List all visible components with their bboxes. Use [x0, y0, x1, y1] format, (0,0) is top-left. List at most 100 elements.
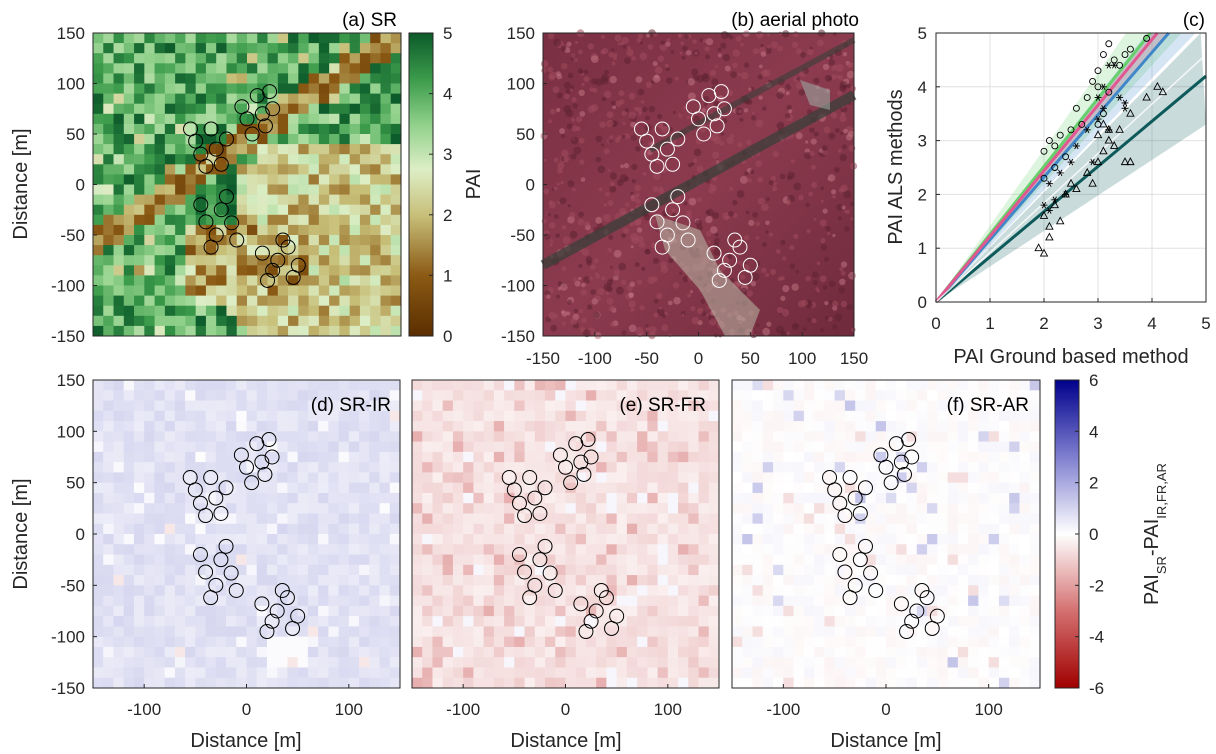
heatmap-cell — [307, 657, 319, 668]
heatmap-cell — [205, 285, 217, 296]
tree-crown — [561, 149, 569, 157]
tree-crown — [660, 40, 665, 45]
plot-circle — [893, 596, 909, 612]
heatmap-cell — [657, 441, 669, 453]
heatmap-cell — [339, 123, 351, 135]
tree-crown — [707, 240, 711, 244]
heatmap-cell — [287, 544, 299, 555]
heatmap-cell — [298, 194, 309, 206]
heatmap-cell — [195, 73, 207, 84]
heatmap-cell — [463, 400, 474, 412]
tree-crown — [712, 211, 720, 219]
heatmap-cell — [123, 472, 135, 484]
heatmap-cell — [164, 677, 176, 689]
tree-crown — [581, 317, 587, 324]
tree-crown — [615, 100, 622, 107]
heatmap-cell — [103, 410, 114, 422]
heatmap-cell — [783, 503, 794, 514]
tree-crown — [695, 137, 703, 145]
heatmap-cell — [93, 523, 104, 535]
heatmap-cell — [906, 482, 918, 494]
heatmap-cell — [793, 492, 805, 504]
heatmap-cell — [297, 503, 309, 514]
heatmap-cell — [195, 305, 207, 317]
heatmap-cell — [824, 441, 836, 453]
heatmap-cell — [688, 410, 699, 422]
heatmap-cell — [216, 295, 227, 307]
heatmap-cell — [555, 380, 566, 391]
heatmap-cell — [596, 616, 607, 627]
heatmap-cell — [328, 564, 339, 576]
heatmap-cell — [339, 194, 351, 206]
heatmap-cell — [256, 492, 268, 504]
heatmap-cell — [575, 421, 587, 432]
heatmap-cell — [732, 626, 743, 638]
heatmap-cell — [534, 534, 546, 545]
heatmap-cell — [328, 667, 339, 679]
plot-circle — [244, 475, 260, 491]
panel-d-title: (d) SR-IR — [311, 395, 391, 416]
heatmap-cell — [968, 646, 979, 658]
heatmap-cell — [545, 595, 556, 607]
heatmap-cell — [875, 626, 887, 638]
heatmap-cell — [318, 224, 330, 236]
heatmap-cell — [205, 154, 217, 165]
tree-crown — [687, 293, 692, 298]
heatmap-cell — [493, 380, 505, 391]
heatmap-cell — [988, 657, 1000, 668]
heatmap-cell — [957, 636, 969, 648]
tree-crown — [701, 107, 707, 113]
heatmap-cell — [390, 214, 402, 226]
heatmap-cell — [93, 134, 104, 145]
heatmap-cell — [998, 472, 1010, 484]
heatmap-cell — [175, 134, 186, 145]
heatmap-cell — [514, 626, 525, 638]
heatmap-cell — [534, 554, 546, 566]
heatmap-cell — [246, 657, 258, 668]
heatmap-cell — [855, 646, 866, 658]
tree-crown — [751, 272, 760, 281]
heatmap-cell — [1019, 564, 1031, 576]
heatmap-cell — [297, 472, 309, 484]
heatmap-cell — [896, 616, 907, 627]
heatmap-cell — [144, 554, 155, 566]
heatmap-cell — [266, 492, 278, 504]
heatmap-cell — [93, 204, 104, 216]
tree-crown — [698, 124, 707, 133]
heatmap-cell — [308, 134, 320, 145]
heatmap-cell — [123, 174, 135, 185]
heatmap-cell — [226, 595, 237, 607]
heatmap-cell — [875, 657, 887, 668]
panel-f-plot-circles — [822, 432, 945, 640]
heatmap-cell — [773, 410, 784, 422]
heatmap-cell — [175, 245, 186, 256]
heatmap-cell — [247, 33, 258, 44]
heatmap-cell — [133, 380, 145, 391]
heatmap-cell — [814, 472, 825, 484]
panel-a-heatmap — [93, 33, 402, 337]
heatmap-cell — [247, 123, 258, 135]
ytick-label: 50 — [66, 474, 85, 493]
heatmap-cell — [103, 295, 114, 307]
heatmap-cell — [307, 636, 319, 648]
heatmap-cell — [452, 410, 464, 422]
heatmap-cell — [657, 616, 669, 627]
heatmap-cell — [328, 605, 339, 617]
heatmap-cell — [1019, 441, 1031, 453]
heatmap-cell — [297, 534, 309, 545]
heatmap-cell — [174, 513, 186, 525]
plot-circle — [904, 613, 920, 629]
heatmap-cell — [708, 390, 720, 401]
heatmap-cell — [442, 513, 454, 525]
heatmap-cell — [762, 657, 774, 668]
heatmap-cell — [359, 451, 370, 463]
heatmap-cell — [123, 204, 135, 216]
heatmap-cell — [545, 400, 556, 412]
heatmap-cell — [968, 410, 979, 422]
heatmap-cell — [762, 503, 774, 514]
heatmap-cell — [216, 154, 227, 165]
heatmap-cell — [288, 144, 299, 155]
heatmap-cell — [277, 174, 289, 185]
plot-circle — [896, 466, 912, 482]
heatmap-cell — [504, 431, 515, 442]
